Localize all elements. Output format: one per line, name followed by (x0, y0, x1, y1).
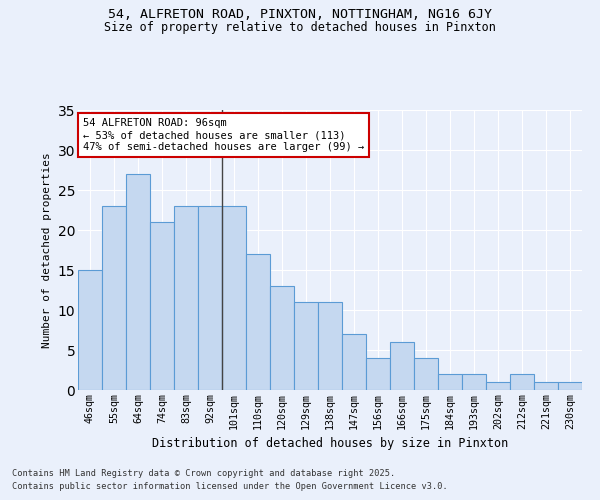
Bar (366, 358, 390, 390)
Bar (198, 206, 222, 390)
Bar (102, 206, 126, 390)
Bar (78, 270, 102, 390)
Bar (294, 302, 318, 390)
Bar (510, 374, 534, 390)
Text: Contains HM Land Registry data © Crown copyright and database right 2025.: Contains HM Land Registry data © Crown c… (12, 468, 395, 477)
Bar (318, 302, 342, 390)
Bar (414, 358, 438, 390)
Bar (270, 286, 294, 390)
Bar (558, 382, 582, 390)
Bar (438, 374, 462, 390)
Bar (342, 334, 366, 390)
Bar (222, 206, 246, 390)
X-axis label: Distribution of detached houses by size in Pinxton: Distribution of detached houses by size … (152, 437, 508, 450)
Text: Contains public sector information licensed under the Open Government Licence v3: Contains public sector information licen… (12, 482, 448, 491)
Bar (174, 206, 198, 390)
Bar (486, 382, 510, 390)
Text: 54 ALFRETON ROAD: 96sqm
← 53% of detached houses are smaller (113)
47% of semi-d: 54 ALFRETON ROAD: 96sqm ← 53% of detache… (83, 118, 364, 152)
Text: 54, ALFRETON ROAD, PINXTON, NOTTINGHAM, NG16 6JY: 54, ALFRETON ROAD, PINXTON, NOTTINGHAM, … (108, 8, 492, 20)
Bar (246, 254, 270, 390)
Y-axis label: Number of detached properties: Number of detached properties (42, 152, 52, 348)
Bar (126, 174, 150, 390)
Bar (462, 374, 486, 390)
Bar (150, 222, 174, 390)
Text: Size of property relative to detached houses in Pinxton: Size of property relative to detached ho… (104, 21, 496, 34)
Bar (390, 342, 414, 390)
Bar (534, 382, 558, 390)
